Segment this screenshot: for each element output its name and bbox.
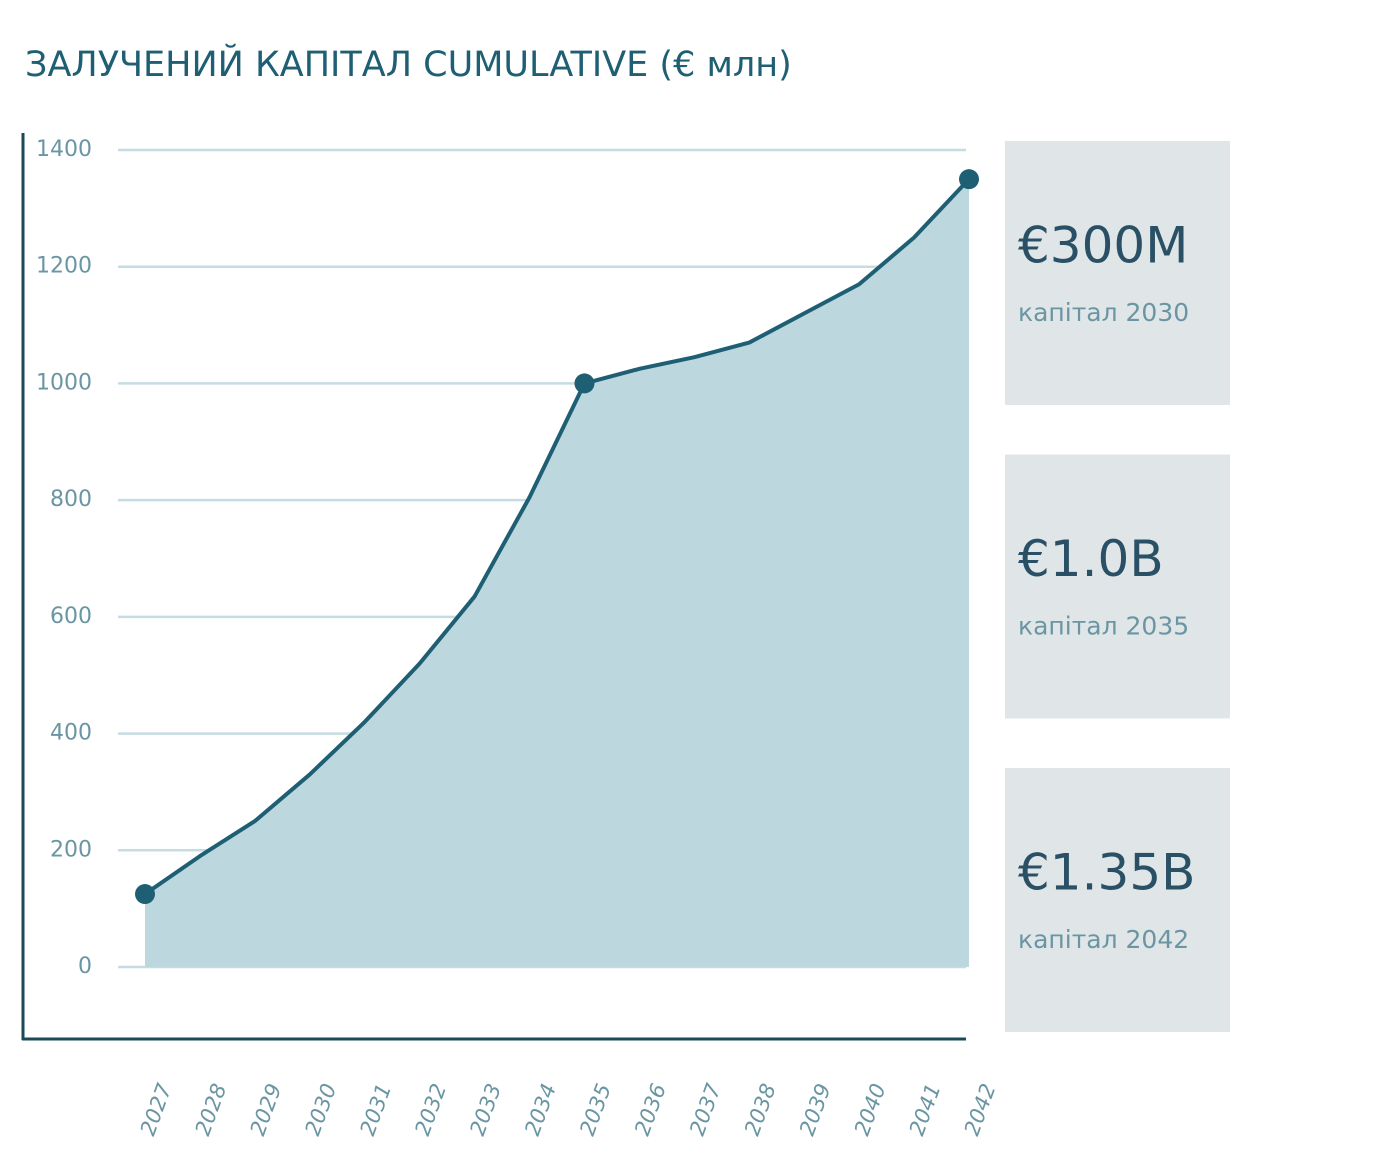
card [1005,454,1230,719]
card-caption: капітал 2030 [1018,298,1189,327]
y-tick-label: 800 [50,487,92,512]
y-tick-label: 1200 [36,254,92,279]
y-tick-label: 1000 [36,370,92,395]
x-tick-label: 2028 [191,1080,232,1138]
y-tick-label: 0 [78,954,92,979]
card-value: €1.35B [1018,844,1195,902]
x-tick-label: 2040 [850,1080,891,1138]
x-tick-label: 2035 [575,1080,616,1138]
x-tick-label: 2042 [960,1080,1001,1138]
x-tick-label: 2027 [136,1080,177,1139]
point [959,169,979,190]
x-tick-label: 2033 [465,1080,506,1138]
y-tick-label: 600 [50,604,92,629]
card-caption: капітал 2035 [1018,612,1189,641]
x-tick-label: 2032 [410,1080,451,1138]
x-tick-label: 2041 [905,1080,946,1138]
point [574,373,595,394]
x-tick-label: 2031 [355,1080,396,1138]
card-caption: капітал 2042 [1018,925,1189,954]
y-tick-label: 1400 [36,137,92,162]
x-tick-label: 2039 [795,1080,836,1138]
area [145,179,969,967]
y-tick-label: 200 [50,837,92,862]
card-value: €1.0B [1018,530,1164,588]
x-tick-label: 2030 [300,1080,341,1138]
x-tick-label: 2038 [740,1080,781,1138]
card [1005,768,1230,1032]
y-tick-label: 400 [50,721,92,746]
x-tick-label: 2029 [246,1080,287,1138]
line [143,177,971,896]
chart-title: ЗАЛУЧЕНИЙ КАПІТАЛ CUMULATIVE (€ млн) [25,43,792,85]
x-tick-label: 2034 [520,1080,561,1138]
card-value: €300M [1018,217,1188,275]
x-tick-label: 2037 [685,1080,726,1139]
card [1005,141,1230,405]
point [135,884,155,905]
x-tick-label: 2036 [630,1080,671,1138]
